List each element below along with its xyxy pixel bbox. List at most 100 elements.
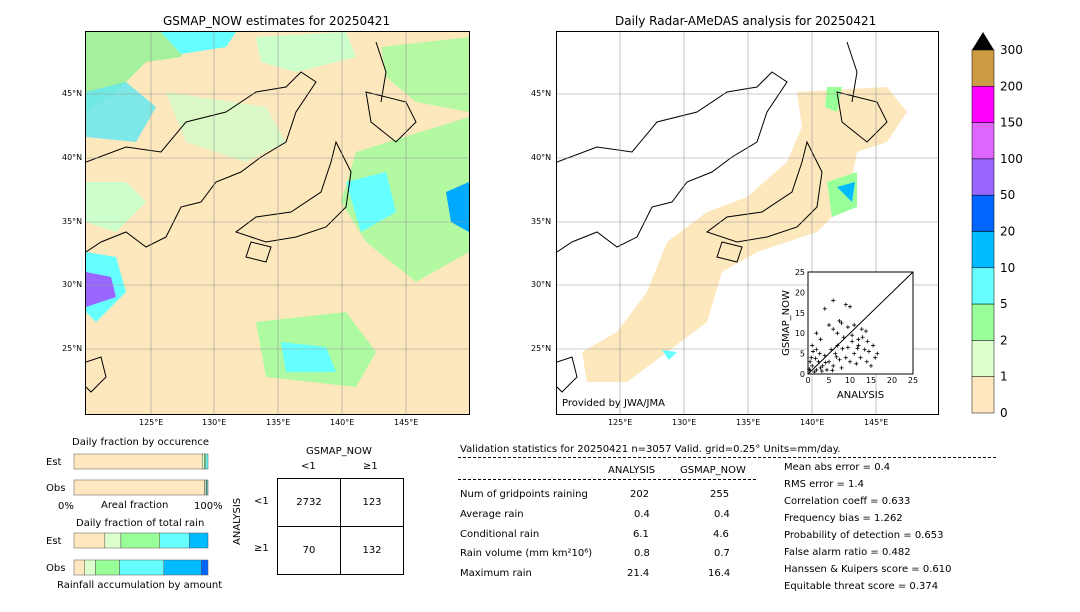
total-rain-xlabel: Rainfall accumulation by amount bbox=[57, 580, 223, 591]
colorbar-segment bbox=[971, 122, 995, 160]
scatter-point bbox=[814, 347, 819, 352]
scatter-point bbox=[850, 339, 855, 344]
bar-segment bbox=[95, 559, 120, 576]
scatter-point bbox=[839, 365, 844, 370]
col-gsmap: GSMAP_NOW bbox=[680, 465, 746, 476]
right-lon-140: 140°E bbox=[800, 418, 825, 427]
colorbar-label: 0 bbox=[1000, 406, 1008, 420]
colorbar-segment bbox=[971, 86, 995, 123]
x-tick-label: 0% bbox=[58, 501, 74, 512]
colorbar-label: 200 bbox=[1000, 79, 1023, 93]
stat-label: Num of gridpoints raining bbox=[460, 489, 588, 500]
stat-label: Conditional rain bbox=[460, 529, 540, 540]
right-lon-145: 145°E bbox=[864, 418, 889, 427]
stat-analysis: 0.4 bbox=[634, 509, 650, 520]
scatter-point bbox=[841, 335, 846, 340]
x-tick-label: 5 bbox=[826, 376, 831, 385]
stat-analysis: 6.1 bbox=[633, 529, 649, 540]
occurrence-chart: Est Obs 0% 100% bbox=[46, 453, 223, 512]
left-lat-25: 25°N bbox=[62, 344, 83, 353]
scatter-point bbox=[831, 327, 836, 332]
score: False alarm ratio = 0.482 bbox=[784, 547, 911, 558]
radar-credit: Provided by JWA/JMA bbox=[562, 398, 665, 409]
scatter-point bbox=[871, 343, 876, 348]
scatter-point bbox=[831, 363, 836, 368]
y-tick-label: 5 bbox=[800, 350, 805, 359]
right-lat-25: 25°N bbox=[531, 344, 552, 353]
x-tick-label: 25 bbox=[908, 376, 918, 385]
validation-header: Validation statistics for 20250421 n=305… bbox=[460, 444, 841, 455]
scatter-point bbox=[824, 367, 829, 372]
scatter-point bbox=[827, 323, 831, 328]
scatter-point bbox=[823, 360, 828, 365]
bar-segment bbox=[73, 559, 85, 576]
scatter-point bbox=[837, 357, 842, 362]
scatter-point bbox=[856, 337, 861, 342]
contingency-row-label: ANALYSIS bbox=[232, 497, 243, 545]
stat-gsmap: 0.4 bbox=[714, 509, 730, 520]
right-map-title: Daily Radar-AMeDAS analysis for 20250421 bbox=[615, 14, 877, 28]
score: Mean abs error = 0.4 bbox=[784, 462, 891, 473]
bar-segment bbox=[205, 453, 209, 470]
scatter-point bbox=[834, 354, 839, 359]
right-lon-125: 125°E bbox=[608, 418, 633, 427]
scatter-point bbox=[875, 351, 880, 356]
left-lon-125: 125°E bbox=[139, 418, 164, 427]
score: Probability of detection = 0.653 bbox=[784, 530, 944, 541]
validation-divider bbox=[458, 457, 996, 458]
scatter-point bbox=[865, 339, 870, 344]
colorbar-segment bbox=[971, 267, 995, 305]
cell-a: 2732 bbox=[277, 478, 341, 527]
scatter-point bbox=[835, 343, 840, 348]
contingency-col-lt: <1 bbox=[301, 461, 316, 472]
stat-gsmap: 0.7 bbox=[714, 548, 730, 559]
left-map-title: GSMAP_NOW estimates for 20250421 bbox=[163, 14, 391, 28]
scatter-point bbox=[810, 343, 815, 348]
scatter-point bbox=[862, 347, 867, 352]
scatter-point bbox=[864, 359, 869, 364]
table-divider bbox=[458, 479, 756, 480]
scatter-point bbox=[843, 302, 848, 307]
left-lon-135: 135°E bbox=[266, 418, 291, 427]
scatter-point bbox=[856, 343, 861, 348]
left-lat-30: 30°N bbox=[62, 280, 83, 289]
bar-segment bbox=[73, 453, 203, 470]
bar-segment bbox=[206, 479, 209, 496]
y-tick-label: 0 bbox=[800, 370, 805, 379]
left-lon-145: 145°E bbox=[394, 418, 419, 427]
stat-analysis: 21.4 bbox=[627, 568, 650, 579]
category-label: Obs bbox=[46, 563, 65, 574]
category-label: Est bbox=[46, 536, 62, 547]
right-lat-40: 40°N bbox=[531, 153, 552, 162]
total-rain-chart: Est Obs bbox=[46, 532, 209, 576]
scatter-point bbox=[873, 355, 878, 360]
scatter-point bbox=[837, 318, 842, 323]
bar-segment bbox=[119, 559, 165, 576]
colorbar-label: 150 bbox=[1000, 116, 1023, 130]
scatter-point bbox=[869, 363, 873, 368]
x-tick-label: 10 bbox=[845, 376, 855, 385]
bar-segment bbox=[159, 532, 190, 549]
contingency-title: GSMAP_NOW bbox=[306, 446, 372, 457]
contingency-table: 2732 123 70 132 bbox=[277, 478, 404, 575]
stat-gsmap: 16.4 bbox=[708, 568, 731, 579]
stat-gsmap: 255 bbox=[710, 489, 730, 500]
left-lon-130: 130°E bbox=[202, 418, 227, 427]
bar-segment bbox=[104, 532, 122, 549]
scatter-point bbox=[840, 346, 845, 351]
scatter-plot: 0 5 10 15 20 25 0 5 10 15 20 25 ANALYSIS GSMAP_NOW bbox=[781, 268, 918, 401]
stat-label: Maximum rain bbox=[460, 568, 532, 579]
left-map bbox=[85, 31, 470, 415]
scatter-point bbox=[810, 363, 815, 368]
stat-label: Rain volume (mm km²10⁶) bbox=[460, 548, 593, 559]
scatter-point bbox=[813, 356, 818, 361]
bar-segment bbox=[188, 532, 209, 549]
colorbar-max-arrow bbox=[972, 32, 994, 50]
scatter-point bbox=[852, 351, 857, 356]
scatter-point bbox=[811, 349, 816, 354]
scatter-point bbox=[845, 345, 850, 350]
scatter-point bbox=[858, 355, 863, 360]
scatter-point bbox=[852, 323, 857, 328]
category-label: Obs bbox=[46, 483, 65, 494]
